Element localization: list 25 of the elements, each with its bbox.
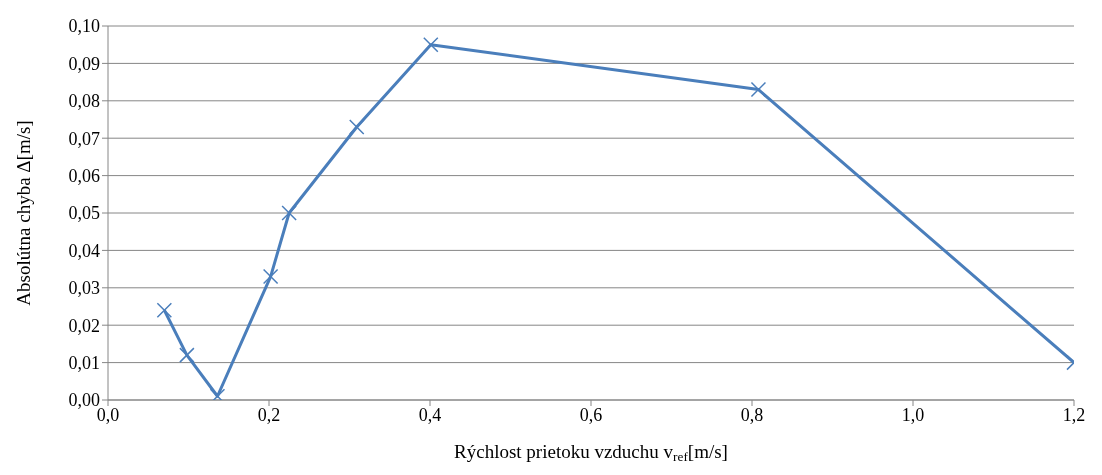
y-tick-label: 0,01 <box>68 352 100 373</box>
y-tick-label: 0,02 <box>68 315 100 336</box>
x-tick-label: 1,2 <box>1062 404 1086 425</box>
y-tick-label: 0,07 <box>68 128 100 149</box>
y-tick-label: 0,09 <box>68 53 100 74</box>
x-tick-label: 0,6 <box>579 404 603 425</box>
point <box>349 119 365 135</box>
x-tick-label: 0,4 <box>418 404 442 425</box>
x-tick-label: 1,0 <box>901 404 925 425</box>
point <box>750 81 767 98</box>
x-tick-label: 0,8 <box>740 404 764 425</box>
y-tick-label: 0,05 <box>68 203 100 224</box>
y-axis-title: Absolútna chyba Δ[m/s] <box>12 120 34 306</box>
point <box>281 205 297 221</box>
point <box>262 268 279 285</box>
y-tick-label: 0,03 <box>68 278 100 299</box>
point <box>423 36 439 53</box>
x-axis-title: Rýchlost prietoku vzduchu v$_{ref}$[m/s] <box>454 441 728 465</box>
x-tick-label: 0,2 <box>257 404 281 425</box>
y-tick-label: 0,04 <box>68 240 100 261</box>
point <box>156 302 173 318</box>
point <box>179 347 195 363</box>
y-tick-label: 0,08 <box>68 91 100 112</box>
y-tick-label: 0,10 <box>68 16 100 37</box>
y-tick-label: 0,06 <box>68 165 100 186</box>
